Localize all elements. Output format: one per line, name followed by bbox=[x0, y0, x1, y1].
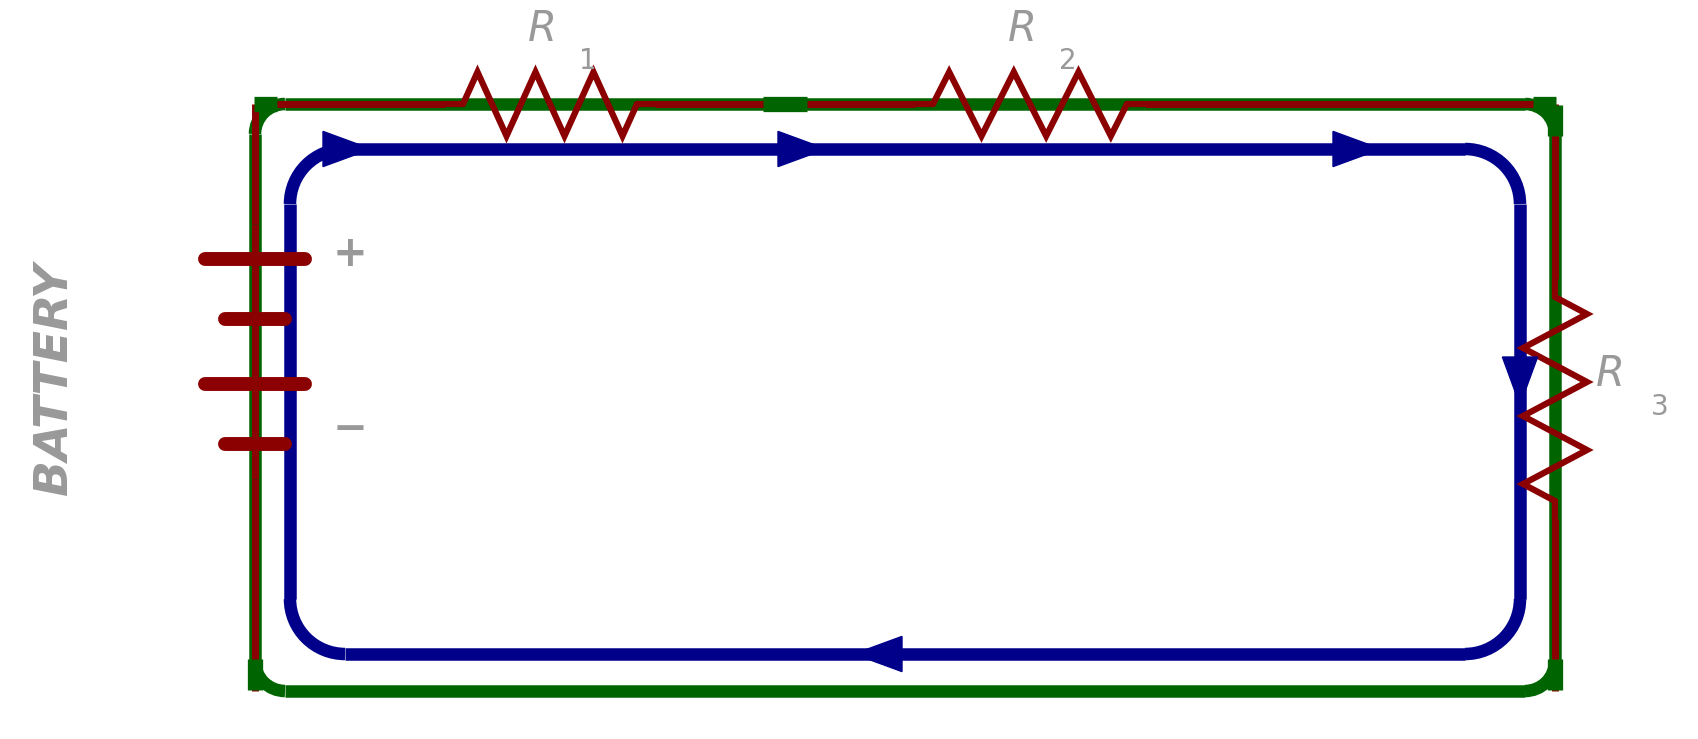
Text: 1: 1 bbox=[579, 47, 596, 75]
Polygon shape bbox=[1333, 132, 1380, 166]
Text: 3: 3 bbox=[1650, 393, 1667, 421]
Polygon shape bbox=[854, 636, 902, 672]
Text: +: + bbox=[333, 233, 367, 275]
Polygon shape bbox=[323, 132, 370, 166]
Text: R: R bbox=[1007, 8, 1036, 50]
Polygon shape bbox=[778, 132, 825, 166]
Text: R: R bbox=[528, 8, 557, 50]
Text: R: R bbox=[1594, 353, 1623, 395]
Text: 2: 2 bbox=[1058, 47, 1077, 75]
Text: BATTERY: BATTERY bbox=[32, 263, 78, 495]
Polygon shape bbox=[1501, 357, 1537, 405]
Text: −: − bbox=[333, 408, 367, 450]
